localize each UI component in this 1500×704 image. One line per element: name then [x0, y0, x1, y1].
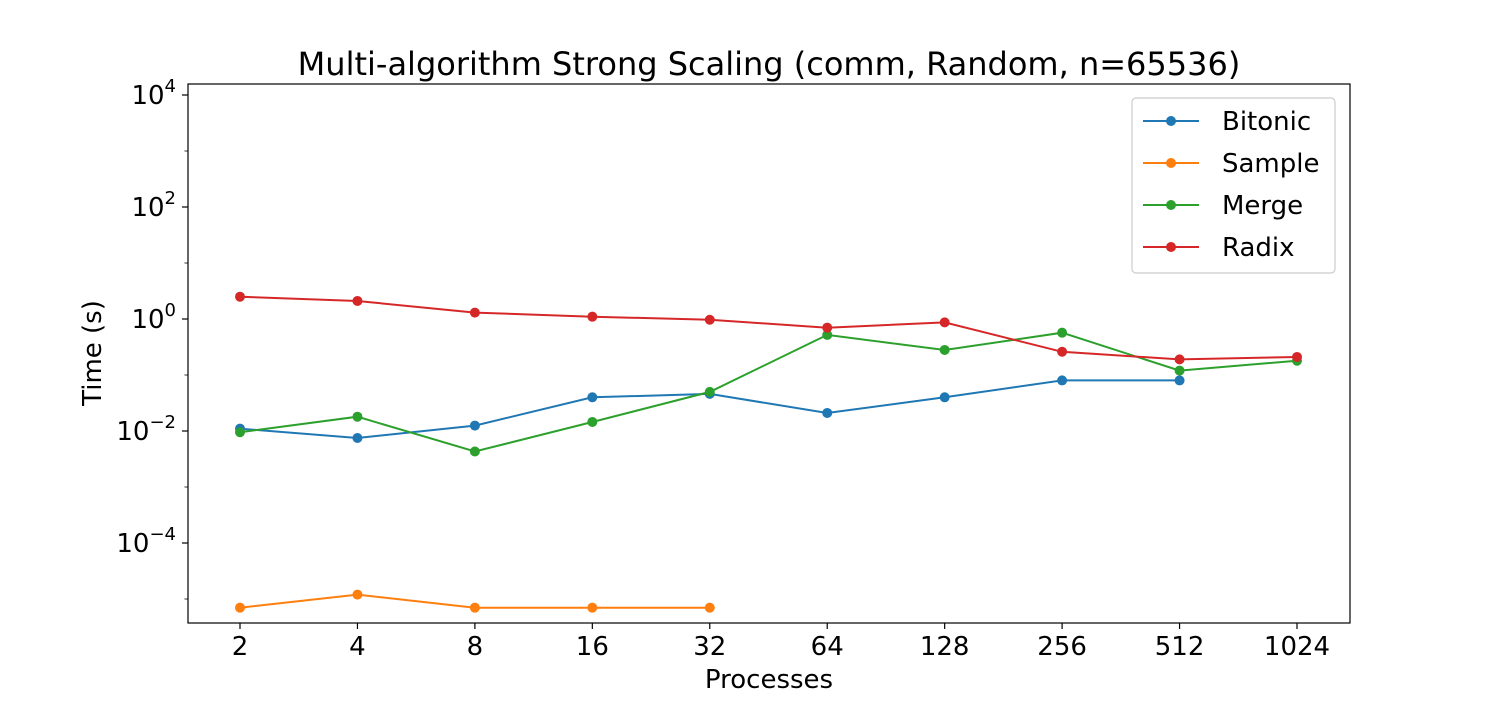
- x-tick-label: 64: [811, 632, 844, 662]
- data-point: [822, 329, 833, 340]
- data-point: [587, 392, 598, 403]
- data-point: [939, 317, 950, 328]
- data-point: [939, 392, 950, 403]
- legend-label: Bitonic: [1222, 107, 1311, 137]
- data-point: [1292, 351, 1302, 362]
- legend-item-sample: Sample: [1143, 149, 1320, 179]
- series-line: [239, 331, 1298, 453]
- x-tick-label: 512: [1155, 632, 1205, 662]
- data-point: [352, 295, 363, 306]
- legend-label: Merge: [1222, 191, 1303, 221]
- x-tick-label: 16: [576, 632, 609, 662]
- legend-item-bitonic: Bitonic: [1143, 107, 1311, 137]
- data-point: [352, 589, 363, 600]
- data-point: [1174, 354, 1185, 365]
- data-point: [1174, 375, 1185, 386]
- x-tick-label: 32: [693, 632, 726, 662]
- data-point: [704, 386, 715, 397]
- data-point: [469, 446, 480, 457]
- data-point: [235, 427, 245, 438]
- data-point: [1057, 346, 1068, 357]
- legend-item-merge: Merge: [1143, 191, 1303, 221]
- data-point: [939, 344, 950, 355]
- series-merge: [235, 327, 1302, 457]
- data-point: [1057, 327, 1068, 338]
- data-point: [469, 307, 480, 318]
- y-tick-label: 10−4: [116, 524, 176, 559]
- y-tick-label: 10−2: [116, 412, 176, 447]
- data-point: [822, 407, 833, 418]
- data-point: [587, 602, 598, 613]
- x-tick-label: 256: [1037, 632, 1087, 662]
- series-bitonic: [235, 375, 1185, 443]
- x-tick-label: 2: [232, 632, 249, 662]
- data-point: [235, 291, 245, 302]
- legend-marker: [1166, 242, 1176, 252]
- data-point: [1174, 365, 1185, 376]
- legend-label: Sample: [1222, 149, 1320, 179]
- y-tick-label: 104: [131, 76, 176, 111]
- plot-area: [187, 83, 1351, 624]
- x-tick-label: 8: [467, 632, 484, 662]
- y-axis-label: Time (s): [78, 300, 108, 407]
- series-layer: [235, 291, 1302, 613]
- legend-frame: [1131, 97, 1336, 274]
- legend-marker: [1166, 158, 1176, 168]
- x-axis-label: Processes: [705, 665, 833, 695]
- data-point: [352, 411, 363, 422]
- y-tick-label: 100: [131, 300, 176, 335]
- series-sample: [235, 589, 715, 613]
- series-line: [239, 295, 1298, 361]
- x-tick-label: 4: [349, 632, 366, 662]
- legend-label: Radix: [1222, 233, 1295, 263]
- x-axis: 2 4 8 16 32 64 128 256 512 1024: [232, 623, 1330, 662]
- data-point: [469, 420, 480, 431]
- data-point: [704, 314, 715, 325]
- legend: Bitonic Sample Merge Radix: [1131, 97, 1336, 274]
- data-point: [469, 602, 480, 613]
- data-point: [235, 602, 245, 613]
- data-point: [587, 416, 598, 427]
- x-tick-label: 1024: [1264, 632, 1330, 662]
- y-axis: 10−4 10−2 100 102 104: [116, 76, 188, 600]
- legend-marker: [1166, 200, 1176, 210]
- data-point: [704, 602, 715, 613]
- legend-marker: [1166, 116, 1176, 126]
- plot-frame: [187, 83, 1351, 624]
- chart-title: Multi-algorithm Strong Scaling (comm, Ra…: [298, 45, 1241, 83]
- data-point: [822, 322, 833, 333]
- y-tick-label: 102: [131, 188, 176, 223]
- data-point: [352, 432, 363, 443]
- data-point: [587, 311, 598, 322]
- legend-item-radix: Radix: [1143, 233, 1295, 263]
- x-tick-label: 128: [920, 632, 970, 662]
- data-point: [1057, 375, 1068, 386]
- series-radix: [235, 291, 1302, 365]
